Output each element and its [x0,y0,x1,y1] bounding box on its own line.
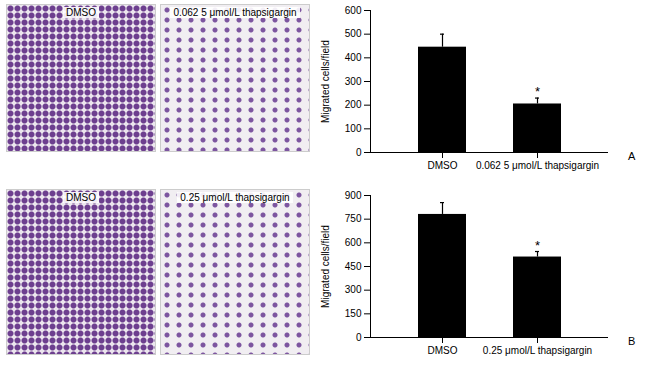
html-text:0.25 μmol/L thapsigargin: 0.25 μmol/L thapsigargin [180,192,290,203]
html-text:DMSO: DMSO [66,7,96,18]
svg-text:DMSO: DMSO [428,160,458,171]
svg-text:0.25 μmol/L thapsigargin: 0.25 μmol/L thapsigargin [483,345,592,356]
svg-text:200: 200 [345,99,362,110]
svg-text:400: 400 [345,52,362,63]
svg-text:0: 0 [356,147,362,158]
svg-text:100: 100 [345,123,362,134]
svg-text:DMSO: DMSO [428,345,458,356]
svg-text:*: * [535,238,540,253]
html-text:0.062 5 μmol/L thapsigargin: 0.062 5 μmol/L thapsigargin [173,7,297,18]
svg-text:Migrated cells/field: Migrated cells/field [320,40,331,123]
svg-text:300: 300 [345,76,362,87]
svg-text:600: 600 [345,237,362,248]
svg-text:300: 300 [345,284,362,295]
svg-text:0.062 5 μmol/L thapsigargin: 0.062 5 μmol/L thapsigargin [476,160,599,171]
svg-text:150: 150 [345,308,362,319]
svg-text:450: 450 [345,261,362,272]
html-text:B: B [628,335,636,347]
svg-text:0: 0 [356,332,362,343]
html-text:A: A [628,150,636,162]
svg-text:500: 500 [345,28,362,39]
svg-text:Migrated cells/field: Migrated cells/field [320,225,331,308]
svg-text:*: * [535,84,540,99]
svg-text:750: 750 [345,213,362,224]
svg-text:600: 600 [345,5,362,16]
svg-text:900: 900 [345,190,362,201]
html-text:DMSO: DMSO [66,192,96,203]
